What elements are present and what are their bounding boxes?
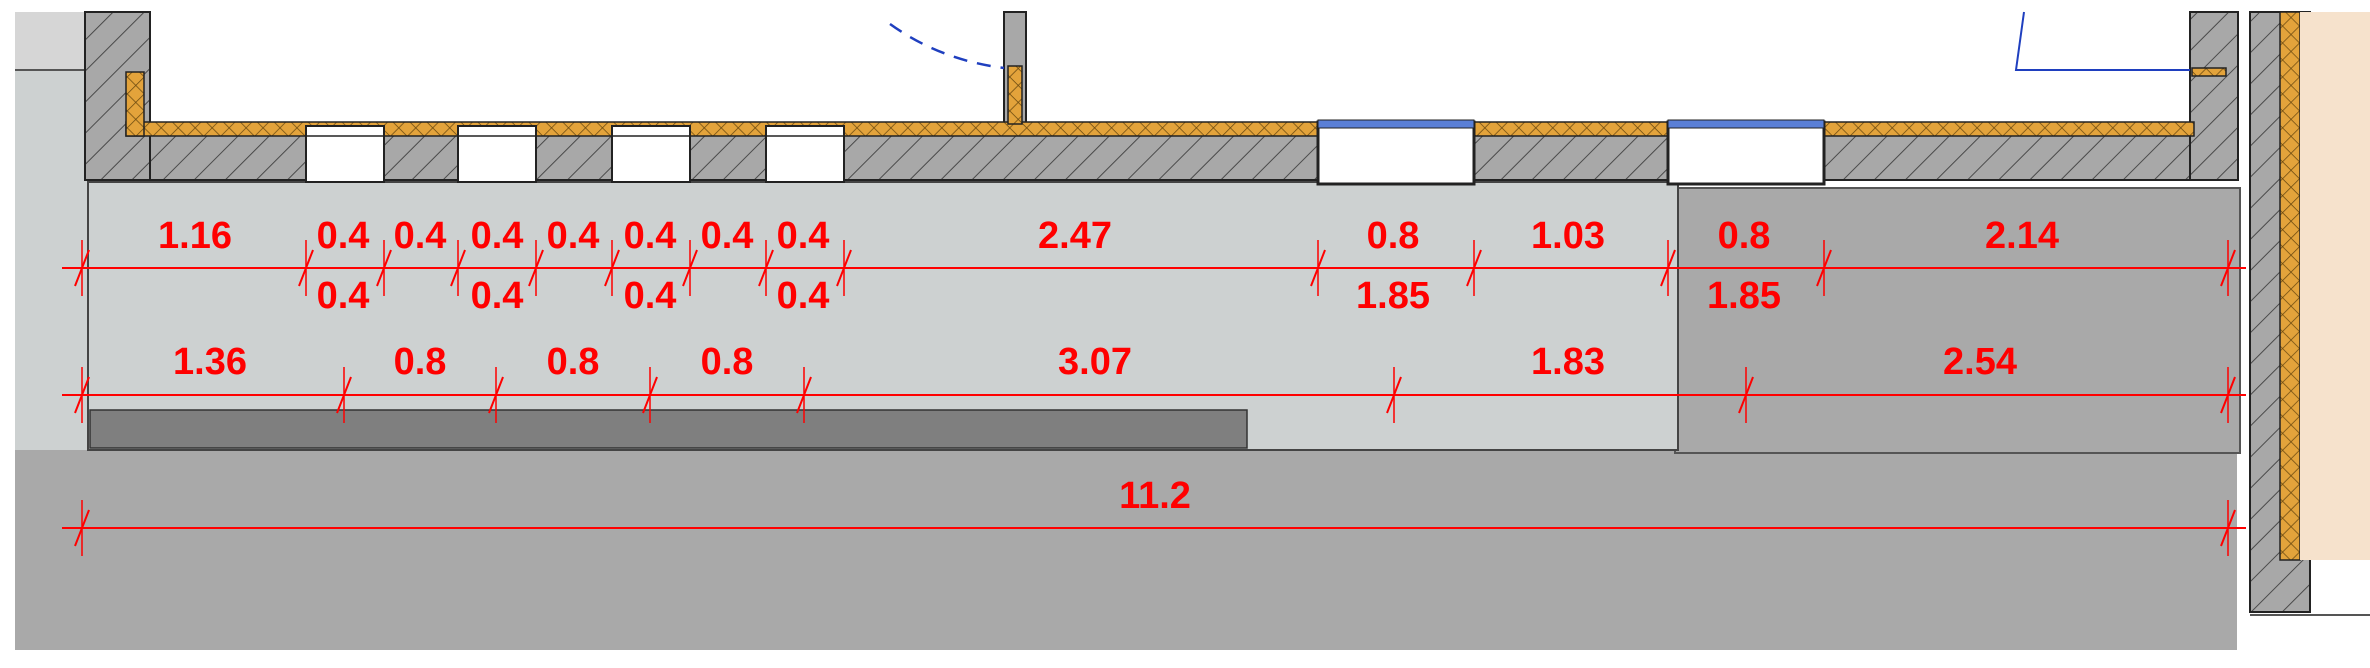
dimension-label: 0.4	[624, 215, 677, 257]
dimension-label: 0.8	[547, 341, 600, 383]
dimension-label: 1.03	[1531, 215, 1605, 257]
insulation-right	[2191, 67, 2227, 77]
wall-band	[87, 131, 2201, 181]
dimension-label: 0.8	[1367, 215, 1420, 257]
dimension-label: 0.4	[777, 275, 830, 317]
wall-right-column	[2189, 11, 2239, 181]
dimension-label: 0.4	[624, 275, 677, 317]
dimension-label: 0.4	[471, 275, 524, 317]
paving-light-left	[15, 58, 87, 450]
dimension-lines: 1.16 0.4 0.4 0.4 0.4 0.4 0.4 0.4 2.47 0.8 1.03 0.8 2…	[62, 215, 2246, 556]
insulation-left	[125, 71, 145, 137]
dimension-label: 0.8	[394, 341, 447, 383]
paving-dark-area	[15, 450, 2237, 650]
dimension-label: 0.4	[777, 215, 830, 257]
dimension-label: 2.54	[1943, 341, 2017, 383]
right-edge-interior	[2300, 12, 2370, 560]
dimension-label: 2.14	[1985, 215, 2059, 257]
dimension-label: 3.07	[1058, 341, 1132, 383]
paving-dark-right	[1674, 187, 2241, 454]
paving-light-area	[87, 181, 1679, 451]
dimension-label: 0.4	[471, 215, 524, 257]
door-swing-left	[889, 22, 1005, 70]
insulation-partition	[1007, 65, 1023, 125]
dimension-label: 0.4	[701, 215, 754, 257]
dimension-label: 0.4	[547, 215, 600, 257]
dimension-label: 0.4	[394, 215, 447, 257]
dimension-label: 11.2	[1119, 475, 1191, 517]
dimension-label: 1.85	[1356, 275, 1430, 317]
window-openings	[1316, 119, 1826, 186]
dimension-label: 1.36	[173, 341, 247, 383]
dark-strip	[89, 409, 1248, 449]
corner-block	[15, 12, 85, 70]
dimension-label: 0.4	[317, 215, 370, 257]
dimension-label: 1.85	[1707, 275, 1781, 317]
door-swing-right	[2014, 11, 2190, 71]
insulation-top	[125, 121, 2195, 137]
wall-openings	[305, 125, 845, 183]
dimension-label: 0.8	[1718, 215, 1771, 257]
dimension-label: 0.8	[701, 341, 754, 383]
insulation-right-edge	[2279, 11, 2301, 561]
dimension-label: 2.47	[1038, 215, 1112, 257]
dimension-label: 1.83	[1531, 341, 1605, 383]
dimension-label: 0.4	[317, 275, 370, 317]
dimension-label: 1.16	[158, 215, 232, 257]
